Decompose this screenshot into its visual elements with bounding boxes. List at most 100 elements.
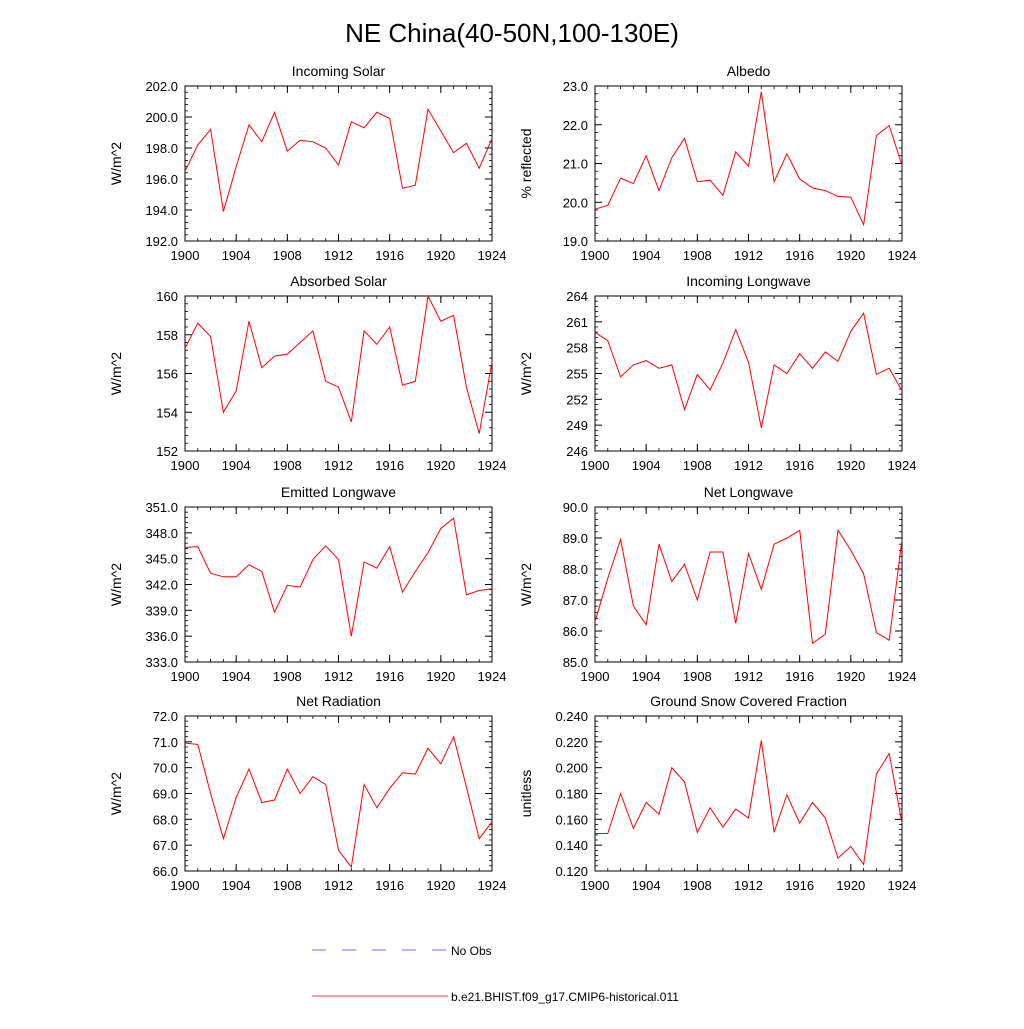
y-tick-label: 71.0 bbox=[153, 735, 178, 750]
y-tick-label: 246 bbox=[566, 444, 588, 459]
y-tick-label: 0.120 bbox=[555, 864, 588, 879]
y-tick-label: 264 bbox=[566, 289, 588, 304]
x-tick-label: 1912 bbox=[324, 248, 353, 263]
y-tick-label: 351.0 bbox=[145, 500, 178, 515]
x-tick-label: 1900 bbox=[171, 669, 200, 684]
y-tick-label: 255 bbox=[566, 367, 588, 382]
y-tick-label: 345.0 bbox=[145, 552, 178, 567]
x-tick-label: 1912 bbox=[324, 669, 353, 684]
y-tick-label: 86.0 bbox=[563, 624, 588, 639]
legend-label: No Obs bbox=[451, 944, 492, 958]
y-axis-label: unitless bbox=[518, 770, 534, 817]
y-tick-label: 202.0 bbox=[145, 79, 178, 94]
x-tick-label: 1920 bbox=[836, 878, 865, 893]
x-tick-label: 1900 bbox=[171, 248, 200, 263]
series-line bbox=[594, 91, 903, 227]
y-tick-label: 66.0 bbox=[153, 864, 178, 879]
y-axis-label: W/m^2 bbox=[518, 563, 534, 606]
x-tick-label: 1924 bbox=[888, 878, 917, 893]
y-tick-label: 20.0 bbox=[563, 195, 588, 210]
series-line bbox=[184, 294, 493, 434]
y-tick-label: 342.0 bbox=[145, 578, 178, 593]
y-axis-label: % reflected bbox=[518, 128, 534, 198]
x-tick-label: 1904 bbox=[222, 878, 251, 893]
y-tick-label: 156 bbox=[156, 367, 178, 382]
series-line bbox=[184, 517, 493, 637]
y-tick-label: 258 bbox=[566, 341, 588, 356]
page-title: NE China(40-50N,100-130E) bbox=[345, 18, 679, 48]
x-tick-label: 1908 bbox=[273, 248, 302, 263]
y-tick-label: 192.0 bbox=[145, 234, 178, 249]
x-tick-label: 1900 bbox=[581, 248, 610, 263]
series-line bbox=[184, 735, 493, 869]
x-tick-label: 1904 bbox=[222, 248, 251, 263]
legend: No Obs b.e21.BHIST.f09_g17.CMIP6-historic… bbox=[312, 944, 679, 1004]
y-tick-label: 88.0 bbox=[563, 562, 588, 577]
x-tick-label: 1920 bbox=[836, 248, 865, 263]
y-tick-label: 0.240 bbox=[555, 709, 588, 724]
y-tick-label: 68.0 bbox=[153, 812, 178, 827]
y-tick-label: 23.0 bbox=[563, 79, 588, 94]
x-tick-label: 1924 bbox=[478, 458, 507, 473]
y-tick-label: 348.0 bbox=[145, 526, 178, 541]
x-tick-label: 1900 bbox=[581, 878, 610, 893]
x-tick-label: 1904 bbox=[632, 669, 661, 684]
x-tick-label: 1916 bbox=[785, 669, 814, 684]
x-tick-label: 1924 bbox=[478, 669, 507, 684]
y-tick-label: 67.0 bbox=[153, 838, 178, 853]
x-tick-label: 1912 bbox=[324, 458, 353, 473]
y-axis-label: W/m^2 bbox=[108, 563, 124, 606]
y-axis-label: W/m^2 bbox=[108, 142, 124, 185]
y-tick-label: 261 bbox=[566, 315, 588, 330]
plot-frame bbox=[594, 715, 903, 872]
y-tick-label: 0.180 bbox=[555, 787, 588, 802]
chart-title: Ground Snow Covered Fraction bbox=[650, 693, 847, 709]
series-line bbox=[594, 528, 903, 645]
y-tick-label: 72.0 bbox=[153, 709, 178, 724]
x-tick-label: 1916 bbox=[375, 248, 404, 263]
x-tick-label: 1924 bbox=[888, 669, 917, 684]
y-tick-label: 196.0 bbox=[145, 172, 178, 187]
x-tick-label: 1908 bbox=[683, 669, 712, 684]
x-tick-label: 1900 bbox=[171, 878, 200, 893]
x-tick-label: 1904 bbox=[222, 669, 251, 684]
x-tick-label: 1916 bbox=[375, 878, 404, 893]
chart-panel: 1900 1904 1908 1912 1916 1920 1924 246 249 252 255… bbox=[518, 273, 916, 473]
y-tick-label: 158 bbox=[156, 328, 178, 343]
panel-grid: 1900 1904 1908 1912 1916 1920 1924 192.0 194.0 19… bbox=[108, 63, 916, 893]
chart-title: Net Radiation bbox=[296, 693, 381, 709]
chart-panel: 1900 1904 1908 1912 1916 1920 1924 66.0 67.0 68.0… bbox=[108, 693, 506, 893]
x-tick-label: 1920 bbox=[836, 669, 865, 684]
chart-panel: 1900 1904 1908 1912 1916 1920 1924 333.0 336.0 33… bbox=[108, 484, 506, 684]
legend-label: b.e21.BHIST.f09_g17.CMIP6-historical.011 bbox=[451, 990, 679, 1004]
chart-title: Incoming Longwave bbox=[686, 273, 811, 289]
y-tick-label: 21.0 bbox=[563, 157, 588, 172]
y-tick-label: 333.0 bbox=[145, 655, 178, 670]
chart-panel: 1900 1904 1908 1912 1916 1920 1924 19.0 20.0 21.0… bbox=[518, 63, 916, 263]
y-axis-label: W/m^2 bbox=[108, 352, 124, 395]
chart-title: Albedo bbox=[727, 63, 771, 79]
x-tick-label: 1908 bbox=[273, 878, 302, 893]
y-tick-label: 152 bbox=[156, 444, 178, 459]
x-tick-label: 1912 bbox=[734, 878, 763, 893]
y-axis-label: W/m^2 bbox=[108, 772, 124, 815]
chart-panel: 1900 1904 1908 1912 1916 1920 1924 85.0 86.0 87.0… bbox=[518, 484, 916, 684]
y-tick-label: 336.0 bbox=[145, 629, 178, 644]
chart-title: Emitted Longwave bbox=[281, 484, 396, 500]
series-line bbox=[184, 107, 493, 212]
x-tick-label: 1900 bbox=[581, 458, 610, 473]
x-tick-label: 1908 bbox=[683, 458, 712, 473]
x-tick-label: 1924 bbox=[888, 248, 917, 263]
y-tick-label: 85.0 bbox=[563, 655, 588, 670]
x-tick-label: 1920 bbox=[426, 248, 455, 263]
y-tick-label: 22.0 bbox=[563, 118, 588, 133]
y-tick-label: 198.0 bbox=[145, 141, 178, 156]
x-tick-label: 1916 bbox=[375, 669, 404, 684]
y-tick-label: 0.200 bbox=[555, 761, 588, 776]
chart-panel: 1900 1904 1908 1912 1916 1920 1924 192.0 194.0 19… bbox=[108, 63, 506, 263]
x-tick-label: 1916 bbox=[375, 458, 404, 473]
x-tick-label: 1904 bbox=[222, 458, 251, 473]
x-tick-label: 1904 bbox=[632, 248, 661, 263]
